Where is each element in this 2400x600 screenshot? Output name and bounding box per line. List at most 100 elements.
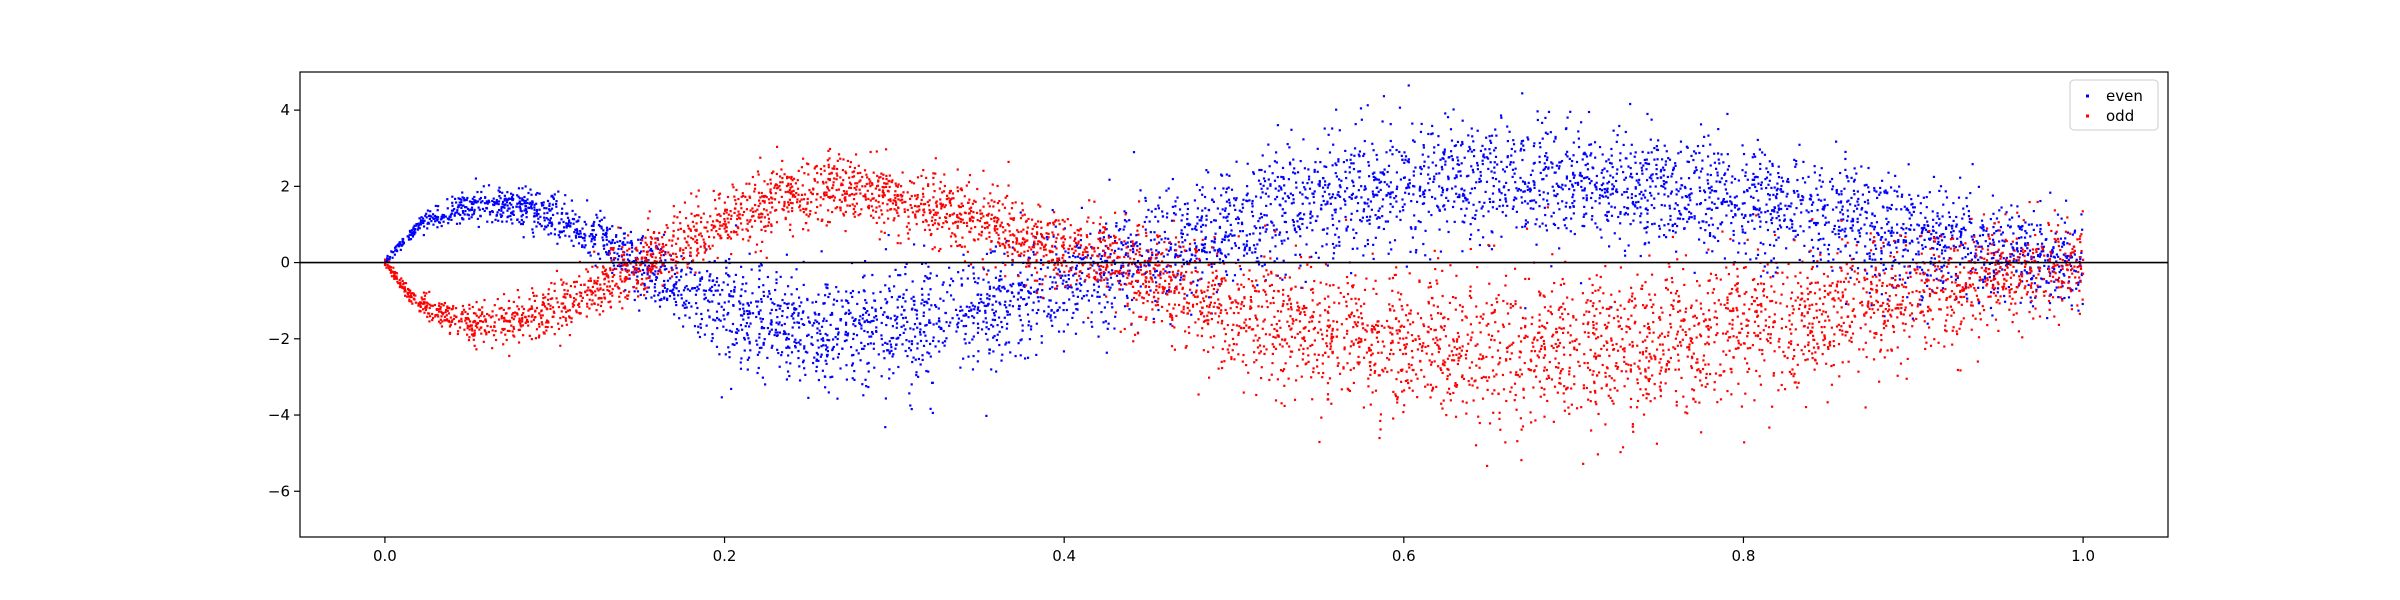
data-point [797,341,800,344]
data-point [1705,221,1708,224]
data-point [874,308,877,311]
data-point [794,346,797,349]
data-point [710,289,713,293]
data-point [1776,193,1779,196]
data-point [1322,228,1326,231]
data-point [1465,207,1468,210]
data-point [1802,196,1805,199]
data-point [1586,176,1589,179]
data-point [1332,143,1335,146]
data-point [993,334,996,338]
data-point [834,335,837,339]
data-point [1605,160,1608,163]
data-point [846,299,849,303]
data-point [795,288,798,291]
data-point [852,323,855,326]
data-point [760,300,763,303]
data-point [833,298,836,301]
data-point [964,324,968,328]
data-point [1932,175,1936,178]
data-point [542,204,545,207]
data-point [1389,193,1392,196]
data-point [1427,173,1430,176]
data-point [1997,259,2000,262]
data-point [948,266,951,269]
data-point [1889,207,1893,211]
data-point [1194,225,1197,228]
data-point [1763,153,1767,156]
data-point [916,342,919,345]
data-point [863,274,866,277]
data-point [1167,187,1170,190]
data-point [874,329,878,333]
data-point [630,243,634,247]
data-point [871,332,874,335]
data-point [1851,220,1855,223]
data-point [1898,274,1901,277]
data-point [1403,161,1406,164]
data-point [1155,269,1158,272]
data-point [986,338,989,341]
data-point [1395,148,1398,152]
data-point [2052,255,2055,258]
data-point [1640,169,1644,172]
data-point [758,351,761,354]
data-point [977,350,980,353]
data-point [1301,202,1304,205]
data-point [1698,151,1701,155]
data-point [1788,227,1791,230]
data-point [722,314,725,317]
data-point [948,324,951,327]
data-point [776,315,779,319]
data-point [1926,220,1929,223]
data-point [1508,130,1511,133]
data-point [1552,222,1555,225]
data-point [1846,200,1849,203]
data-point [1485,180,1489,183]
data-point [1198,219,1201,222]
data-point [1286,143,1289,146]
data-point [1850,196,1853,200]
data-point [902,317,905,320]
data-point [1844,227,1847,230]
data-point [824,283,827,286]
data-point [1591,206,1594,209]
data-point [2046,316,2049,320]
data-point [1018,305,1021,308]
data-point [1495,134,1498,137]
data-point [995,288,998,291]
data-point [696,331,700,334]
data-point [1850,176,1853,179]
data-point [1309,212,1312,216]
data-point [1940,265,1943,268]
data-point [1589,143,1593,146]
data-point [1594,156,1597,159]
data-point [1123,219,1127,222]
data-point [451,204,454,207]
data-point [902,293,905,296]
data-point [1506,140,1509,143]
data-point [877,353,880,356]
data-point [1725,180,1728,183]
data-point [581,227,584,230]
data-point [1498,190,1501,193]
data-point [1378,226,1381,229]
data-point [504,197,507,200]
data-point [1089,232,1092,235]
data-point [934,304,937,307]
data-point [912,295,915,298]
data-point [1131,247,1135,250]
data-point [1204,237,1207,240]
data-point [735,331,739,335]
data-point [1181,241,1184,244]
data-point [550,224,553,228]
data-point [1538,161,1541,164]
data-point [1334,162,1337,165]
data-point [728,294,731,298]
data-point [702,289,705,292]
data-point [1180,232,1183,235]
data-point [617,255,621,258]
data-point [776,304,779,307]
data-point [1545,152,1548,155]
data-point [1812,201,1815,204]
